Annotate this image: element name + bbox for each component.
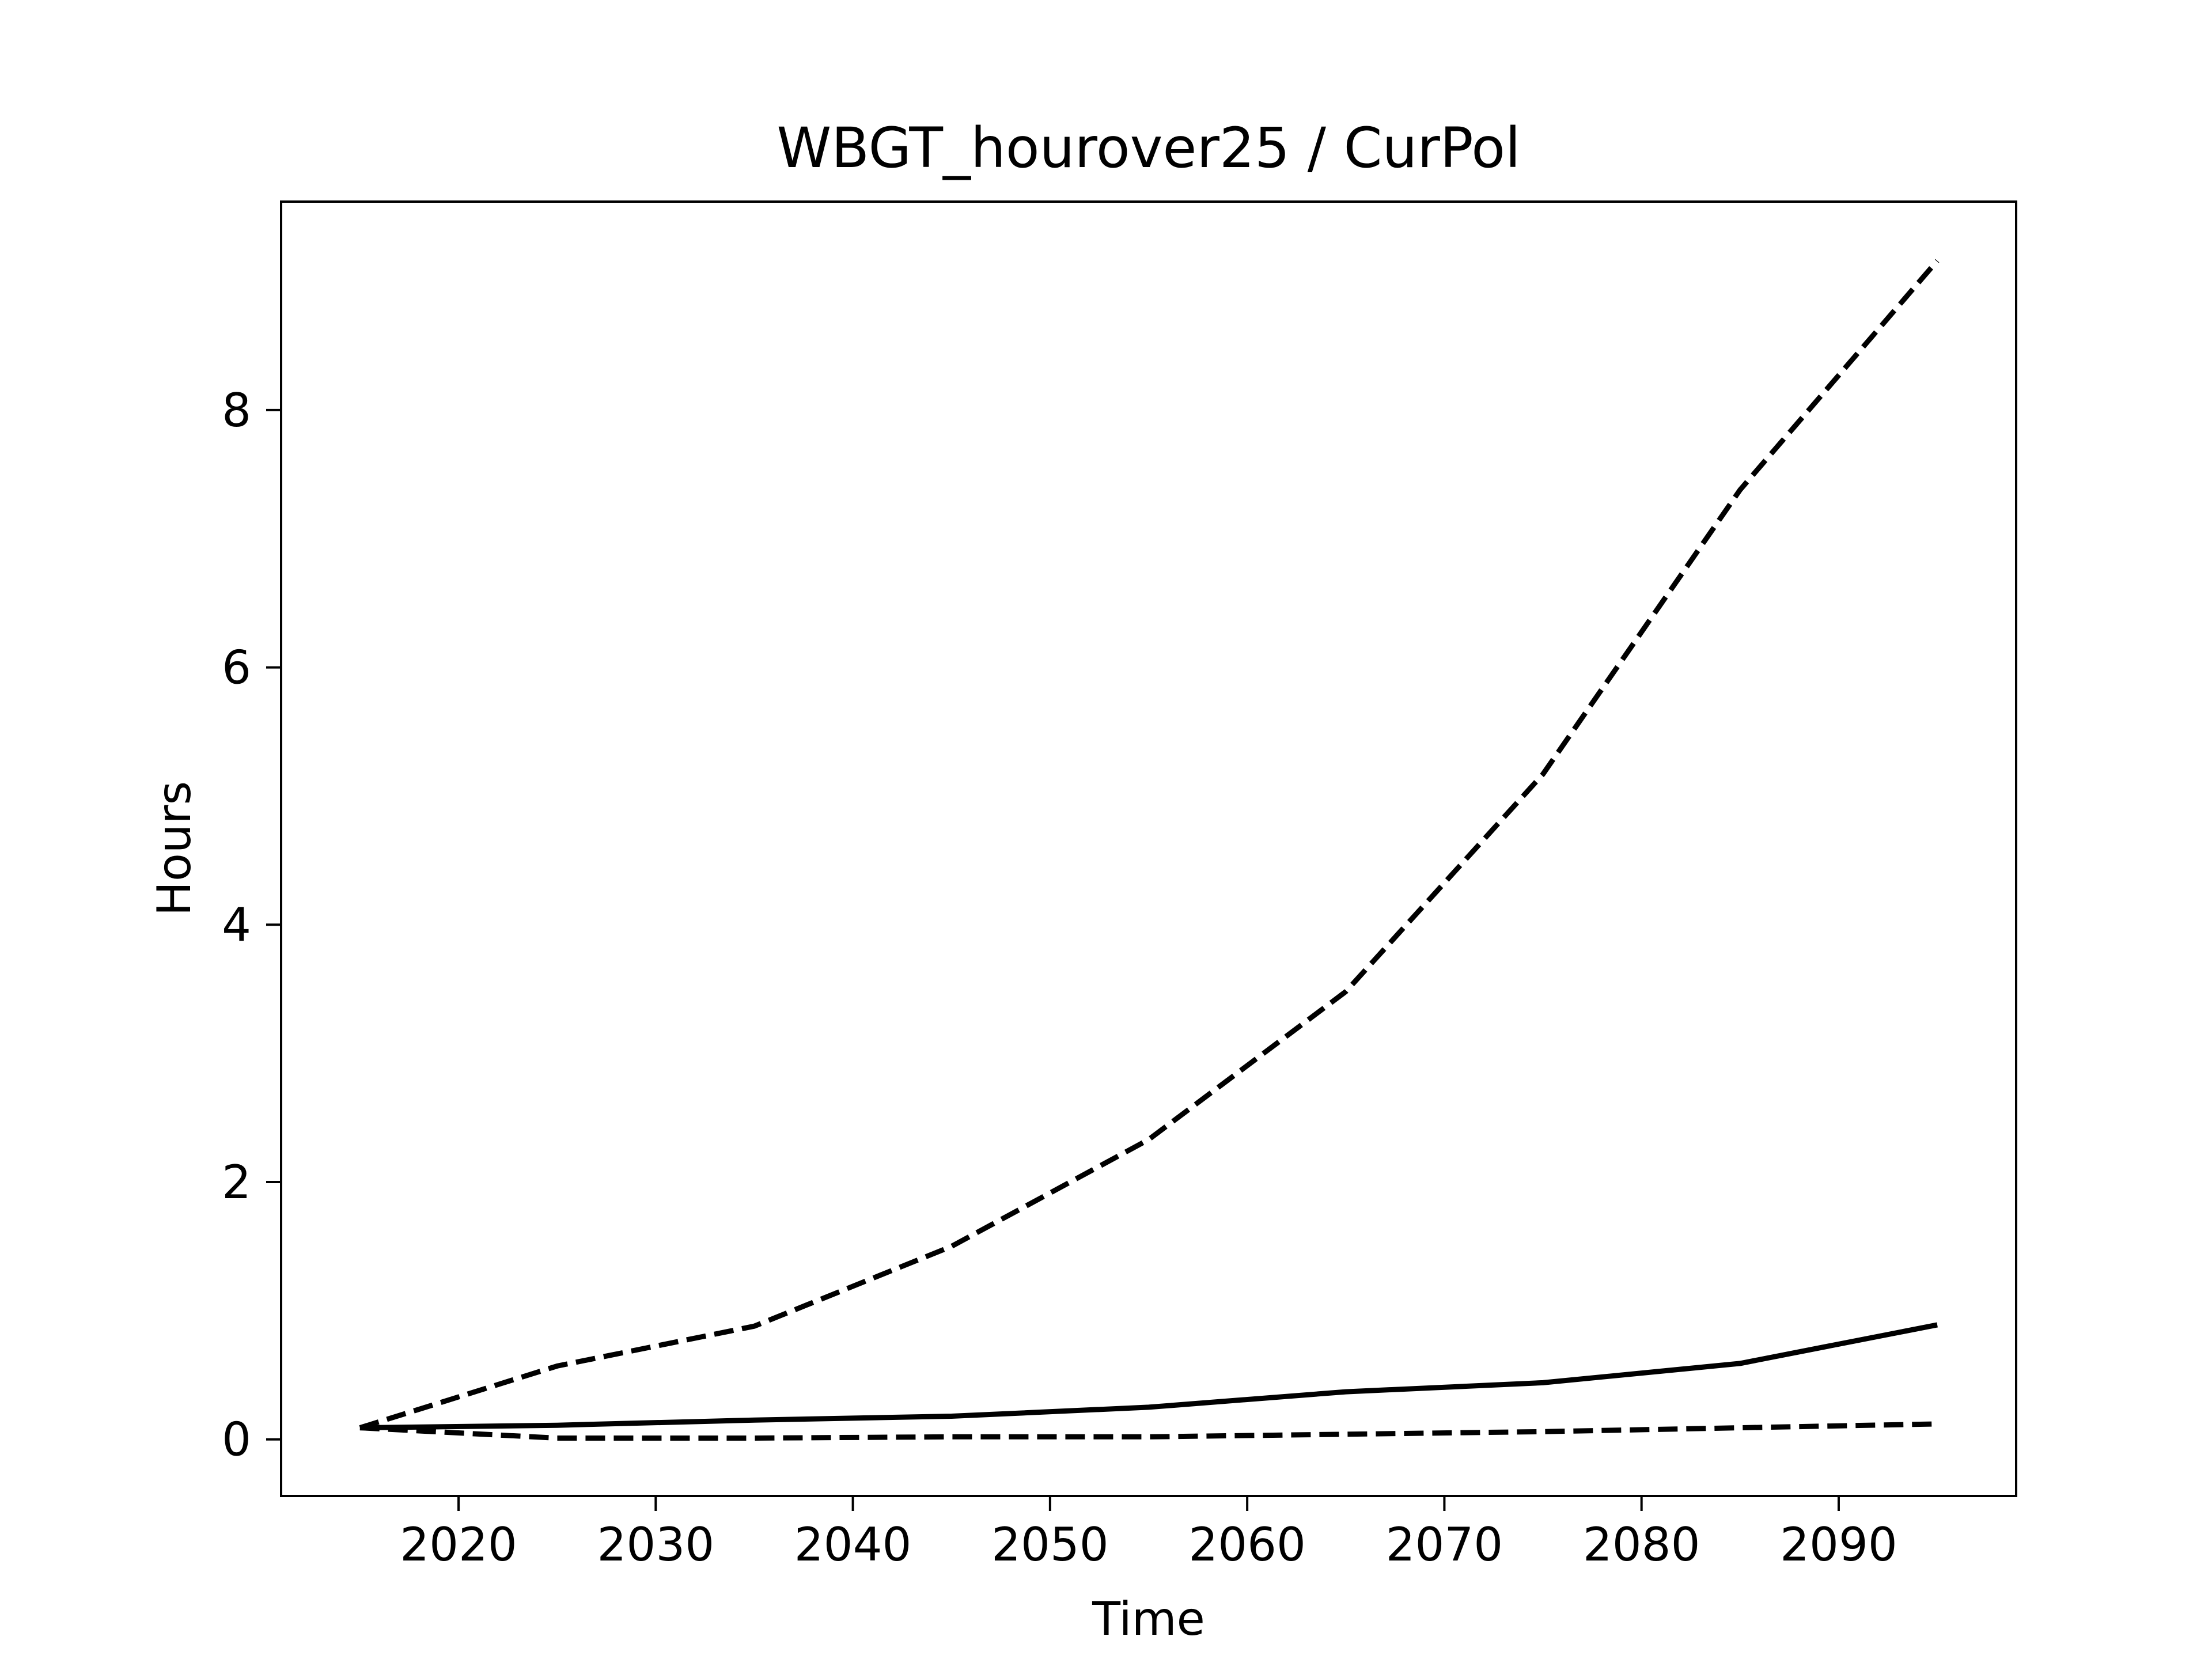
series-line-1 (359, 1322, 1938, 1431)
x-axis-label: Time (1092, 1592, 1205, 1646)
y-tick-label: 8 (222, 384, 251, 437)
x-tick-label: 2090 (1780, 1518, 1897, 1571)
y-tick-label: 0 (222, 1413, 251, 1467)
x-tick-label: 2050 (991, 1518, 1109, 1571)
y-tick-label: 4 (222, 898, 251, 952)
y-tick-label: 2 (222, 1156, 251, 1209)
plot-frame (280, 200, 2017, 1497)
x-tick-label: 2030 (597, 1518, 715, 1571)
x-tick-label: 2020 (400, 1518, 517, 1571)
series-line-3 (359, 1421, 1938, 1441)
series-line-2 (359, 259, 1940, 1430)
plot-area: 2020 2030 2040 2050 2060 2070 2080 2090 0 2 4 6 8 (222, 259, 1940, 1571)
chart-title: WBGT_hourover25 / CurPol (777, 116, 1520, 180)
x-tick-label: 2040 (794, 1518, 912, 1571)
x-tick-label: 2070 (1386, 1518, 1503, 1571)
x-tick-label: 2080 (1583, 1518, 1700, 1571)
y-tick-label: 6 (222, 641, 251, 695)
x-tick-label: 2060 (1188, 1518, 1306, 1571)
y-axis-label: Hours (147, 781, 201, 916)
